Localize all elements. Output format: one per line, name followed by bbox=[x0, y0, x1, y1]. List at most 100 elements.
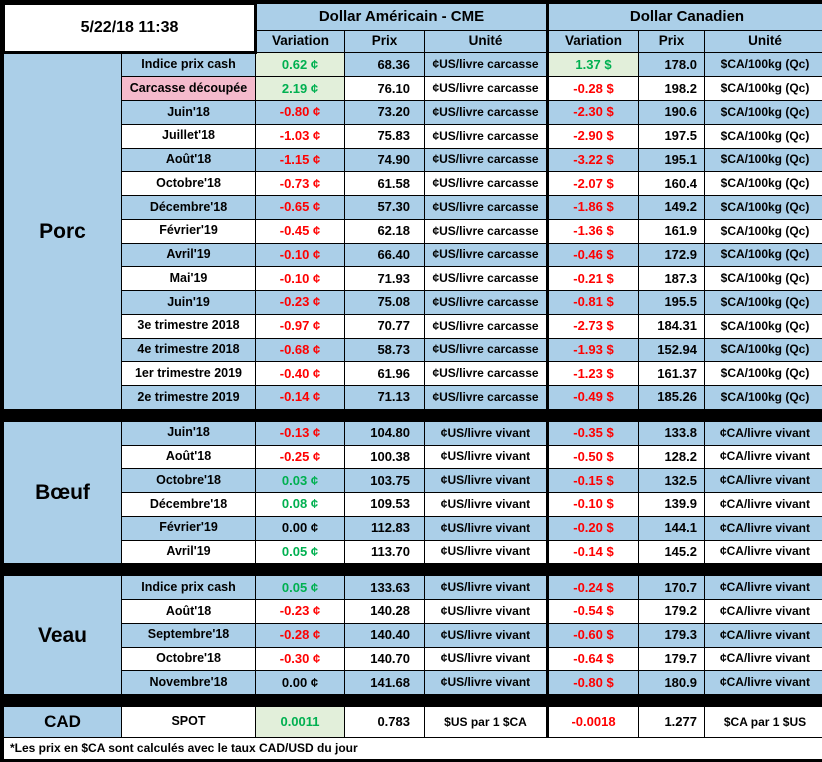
data-row: Août'18 -1.15 ¢ 74.90 ¢US/livre carcasse -3.… bbox=[4, 147, 822, 173]
ca-variation-cell: -3.22 $ bbox=[546, 147, 639, 173]
data-row: Août'18 -0.23 ¢ 140.28 ¢US/livre vivant -0.5… bbox=[4, 599, 822, 624]
us-unit-cell: ¢US/livre carcasse bbox=[424, 195, 548, 220]
ca-unit-cell: $CA/100kg (Qc) bbox=[704, 100, 822, 125]
ca-variation-cell: -0.81 $ bbox=[546, 290, 639, 315]
ca-unit-cell: ¢CA/livre vivant bbox=[704, 670, 822, 696]
us-unit-cell: ¢US/livre carcasse bbox=[424, 337, 548, 363]
section-label-veau: Veau bbox=[3, 575, 122, 696]
row-label: Octobre'18 bbox=[121, 171, 256, 197]
row-label: Novembre'18 bbox=[121, 670, 256, 696]
ca-unit-cell: ¢CA/livre vivant bbox=[704, 492, 822, 517]
ca-col-variation: Variation bbox=[546, 30, 639, 53]
separator-cell bbox=[3, 408, 822, 422]
row-label: Août'18 bbox=[121, 147, 256, 173]
us-price-cell: 0.783 bbox=[344, 706, 425, 738]
us-variation-cell: -0.30 ¢ bbox=[255, 646, 345, 672]
us-price-cell: 57.30 bbox=[344, 195, 425, 220]
ca-variation-cell: -0.10 $ bbox=[546, 492, 639, 517]
footnote: *Les prix en $CA sont calculés avec le t… bbox=[3, 737, 822, 760]
ca-variation-cell: -1.36 $ bbox=[546, 218, 639, 244]
ca-price-cell: 152.94 bbox=[638, 337, 705, 363]
row-label: Septembre'18 bbox=[121, 622, 256, 648]
row-label: 1er trimestre 2019 bbox=[121, 361, 256, 387]
separator-cell bbox=[3, 563, 822, 577]
row-label: 2e trimestre 2019 bbox=[121, 385, 256, 410]
us-price-cell: 104.80 bbox=[344, 420, 425, 446]
us-variation-cell: -0.97 ¢ bbox=[255, 313, 345, 339]
us-variation-cell: 0.00 ¢ bbox=[255, 670, 345, 696]
section-separator bbox=[3, 563, 822, 577]
ca-price-cell: 161.37 bbox=[638, 361, 705, 387]
row-label: Octobre'18 bbox=[121, 468, 256, 494]
data-row: Octobre'18 -0.73 ¢ 61.58 ¢US/livre carcasse… bbox=[4, 171, 822, 197]
ca-variation-cell: -0.54 $ bbox=[546, 599, 639, 624]
row-label: Février'19 bbox=[121, 515, 256, 541]
us-price-cell: 75.83 bbox=[344, 123, 425, 149]
us-price-cell: 68.36 bbox=[344, 51, 425, 78]
us-variation-cell: 0.00 ¢ bbox=[255, 515, 345, 541]
us-variation-cell: 2.19 ¢ bbox=[255, 76, 345, 102]
ca-unit-cell: ¢CA/livre vivant bbox=[704, 599, 822, 624]
ca-unit-cell: $CA/100kg (Qc) bbox=[704, 242, 822, 268]
us-price-cell: 62.18 bbox=[344, 218, 425, 244]
ca-price-cell: 149.2 bbox=[638, 195, 705, 220]
us-price-cell: 73.20 bbox=[344, 100, 425, 125]
ca-price-cell: 170.7 bbox=[638, 575, 705, 601]
us-unit-cell: ¢US/livre vivant bbox=[424, 444, 548, 470]
ca-price-cell: 145.2 bbox=[638, 539, 705, 565]
us-unit-cell: ¢US/livre vivant bbox=[424, 420, 548, 446]
row-label: Juin'18 bbox=[121, 420, 256, 446]
us-unit-cell: ¢US/livre carcasse bbox=[424, 171, 548, 197]
us-unit-cell: ¢US/livre carcasse bbox=[424, 266, 548, 292]
us-price-cell: 74.90 bbox=[344, 147, 425, 173]
us-price-cell: 141.68 bbox=[344, 670, 425, 696]
ca-variation-cell: -0.15 $ bbox=[546, 468, 639, 494]
us-price-cell: 75.08 bbox=[344, 290, 425, 315]
us-price-cell: 71.93 bbox=[344, 266, 425, 292]
us-variation-cell: -1.15 ¢ bbox=[255, 147, 345, 173]
ca-unit-cell: $CA/100kg (Qc) bbox=[704, 123, 822, 149]
us-unit-cell: ¢US/livre carcasse bbox=[424, 242, 548, 268]
ca-price-cell: 133.8 bbox=[638, 420, 705, 446]
ca-unit-cell: $CA/100kg (Qc) bbox=[704, 361, 822, 387]
us-variation-cell: -0.25 ¢ bbox=[255, 444, 345, 470]
us-price-cell: 140.28 bbox=[344, 599, 425, 624]
row-label: Juillet'18 bbox=[121, 123, 256, 149]
ca-group-title: Dollar Canadien bbox=[546, 3, 822, 31]
ca-price-cell: 160.4 bbox=[638, 171, 705, 197]
data-row: 3e trimestre 2018 -0.97 ¢ 70.77 ¢US/livre c… bbox=[4, 313, 822, 339]
us-price-cell: 109.53 bbox=[344, 492, 425, 517]
row-label: Octobre'18 bbox=[121, 646, 256, 672]
ca-unit-cell: ¢CA/livre vivant bbox=[704, 622, 822, 648]
us-variation-cell: 0.0011 bbox=[255, 706, 345, 738]
row-label: Mai'19 bbox=[121, 266, 256, 292]
us-price-cell: 112.83 bbox=[344, 515, 425, 541]
ca-unit-cell: ¢CA/livre vivant bbox=[704, 575, 822, 601]
data-row: Veau Indice prix cash 0.05 ¢ 133.63 ¢US/livr… bbox=[3, 575, 822, 696]
us-unit-cell: ¢US/livre carcasse bbox=[424, 218, 548, 244]
data-row: 4e trimestre 2018 -0.68 ¢ 58.73 ¢US/livre c… bbox=[4, 337, 822, 363]
us-price-cell: 100.38 bbox=[344, 444, 425, 470]
ca-unit-cell: $CA/100kg (Qc) bbox=[704, 337, 822, 363]
data-row: Avril'19 -0.10 ¢ 66.40 ¢US/livre carcasse -0… bbox=[4, 242, 822, 268]
us-variation-cell: -0.14 ¢ bbox=[255, 385, 345, 410]
us-unit-cell: ¢US/livre vivant bbox=[424, 599, 548, 624]
data-row: 2e trimestre 2019 -0.14 ¢ 71.13 ¢US/livre c… bbox=[4, 385, 822, 410]
data-row: Octobre'18 0.03 ¢ 103.75 ¢US/livre vivant -0… bbox=[4, 468, 822, 494]
us-col-variation: Variation bbox=[255, 30, 345, 53]
us-price-cell: 133.63 bbox=[344, 575, 425, 601]
ca-unit-cell: ¢CA/livre vivant bbox=[704, 468, 822, 494]
us-unit-cell: ¢US/livre vivant bbox=[424, 492, 548, 517]
us-col-unite: Unité bbox=[424, 30, 548, 53]
ca-price-cell: 190.6 bbox=[638, 100, 705, 125]
data-row: Bœuf Juin'18 -0.13 ¢ 104.80 ¢US/livre vivant… bbox=[3, 420, 822, 565]
us-unit-cell: ¢US/livre vivant bbox=[424, 646, 548, 672]
ca-variation-cell: -2.73 $ bbox=[546, 313, 639, 339]
row-label: Avril'19 bbox=[121, 242, 256, 268]
us-variation-cell: -0.23 ¢ bbox=[255, 599, 345, 624]
ca-variation-cell: -0.64 $ bbox=[546, 646, 639, 672]
header-row-groups: 5/22/18 11:38 Dollar Américain - CME Dol… bbox=[2, 2, 822, 54]
ca-unit-cell: $CA/100kg (Qc) bbox=[704, 313, 822, 339]
ca-variation-cell: -0.46 $ bbox=[546, 242, 639, 268]
us-variation-cell: 0.62 ¢ bbox=[255, 51, 345, 78]
